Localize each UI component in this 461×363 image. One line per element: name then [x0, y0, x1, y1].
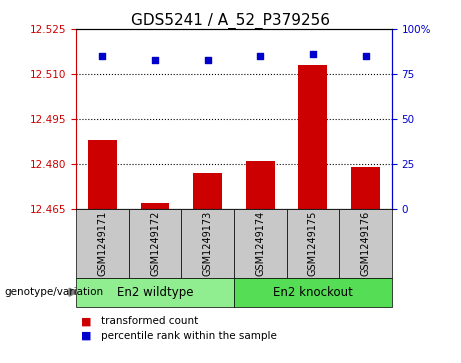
Text: GSM1249174: GSM1249174	[255, 211, 265, 276]
Point	[309, 51, 317, 57]
Point	[257, 53, 264, 59]
Bar	[246, 161, 275, 209]
Point	[204, 57, 211, 62]
Text: GSM1249171: GSM1249171	[97, 211, 107, 276]
Text: GSM1249176: GSM1249176	[361, 211, 371, 276]
Text: GSM1249172: GSM1249172	[150, 211, 160, 276]
Point	[362, 53, 369, 59]
Text: GSM1249175: GSM1249175	[308, 211, 318, 276]
Text: genotype/variation: genotype/variation	[5, 287, 104, 297]
Text: ■: ■	[81, 331, 91, 341]
Text: En2 knockout: En2 knockout	[273, 286, 353, 299]
Bar	[88, 140, 117, 209]
Bar	[351, 167, 380, 209]
Point	[151, 57, 159, 62]
Point	[99, 53, 106, 59]
Bar	[193, 173, 222, 209]
Text: transformed count: transformed count	[101, 316, 199, 326]
Text: GDS5241 / A_52_P379256: GDS5241 / A_52_P379256	[131, 13, 330, 29]
Text: GSM1249173: GSM1249173	[203, 211, 213, 276]
Text: En2 wildtype: En2 wildtype	[117, 286, 193, 299]
Bar	[141, 203, 170, 209]
Text: percentile rank within the sample: percentile rank within the sample	[101, 331, 278, 341]
Bar	[298, 65, 327, 209]
Text: ■: ■	[81, 316, 91, 326]
